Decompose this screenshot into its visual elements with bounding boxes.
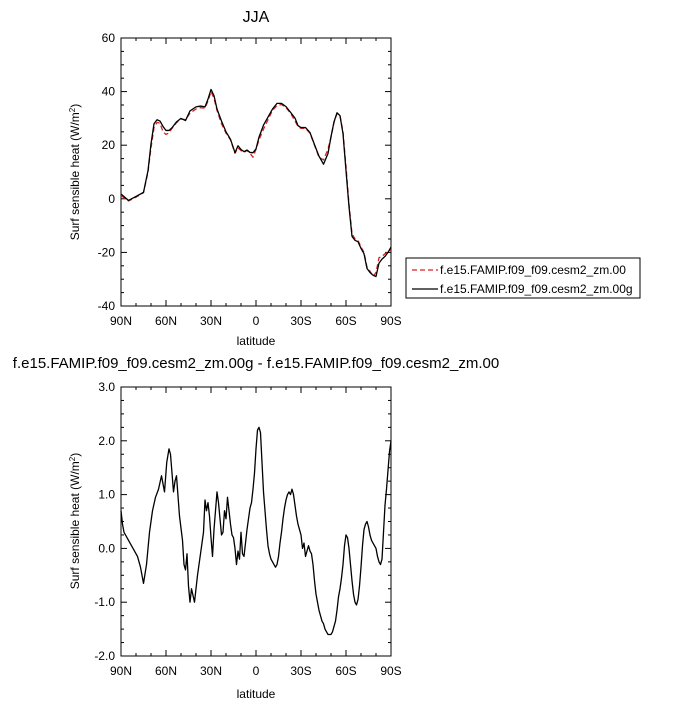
- x-tick-label: 60N: [155, 664, 177, 678]
- legend-box: [405, 257, 641, 299]
- y-tick-label: -2.0: [94, 649, 115, 663]
- chart-title: JJA: [243, 9, 270, 26]
- x-tick-label: 60N: [155, 314, 177, 328]
- series-line: [120, 88, 392, 278]
- y-tick-label: -40: [98, 299, 116, 313]
- x-axis-label: latitude: [237, 687, 276, 701]
- x-tick-label: 30S: [290, 314, 311, 328]
- x-tick-label: 30N: [200, 664, 222, 678]
- x-tick-label: 60S: [335, 314, 356, 328]
- plot-frame: [120, 37, 392, 307]
- svg-text:Surf sensible heat (W/m2): Surf sensible heat (W/m2): [68, 104, 83, 241]
- x-axis-label: latitude: [237, 334, 276, 348]
- x-tick-label: 0: [253, 664, 260, 678]
- x-tick-label: 90S: [380, 664, 401, 678]
- y-tick-label: -1.0: [94, 595, 115, 609]
- y-tick-label: 0: [108, 192, 115, 206]
- y-axis-label: Surf sensible heat (W/m2): [68, 104, 83, 241]
- x-tick-label: 90S: [380, 314, 401, 328]
- x-tick-label: 60S: [335, 664, 356, 678]
- y-tick-label: 3.0: [98, 380, 115, 394]
- y-axis-label: Surf sensible heat (W/m2): [68, 453, 83, 590]
- x-tick-label: 30N: [200, 314, 222, 328]
- plot-frame: [120, 386, 392, 657]
- chart-bottom: f.e15.FAMIP.f09_f09.cesm2_zm.00g - f.e15…: [13, 355, 499, 701]
- y-tick-label: 20: [102, 138, 116, 152]
- chart-top: JJA Surf sensible heat (W/m2) latitude 9…: [68, 9, 641, 348]
- y-tick-label: 1.0: [98, 488, 115, 502]
- series-line: [120, 426, 392, 636]
- series-line: [120, 90, 392, 278]
- chart-title: f.e15.FAMIP.f09_f09.cesm2_zm.00g - f.e15…: [13, 355, 499, 372]
- plot-area: 90N 60N 30N 0 30S 60S 90S -40 -20 0 20 40 60: [98, 31, 402, 328]
- y-tick-label: 2.0: [98, 434, 115, 448]
- y-tick-label: 0.0: [98, 541, 115, 555]
- x-tick-label: 90N: [110, 314, 132, 328]
- y-tick-label: 40: [102, 85, 116, 99]
- x-tick-label: 90N: [110, 664, 132, 678]
- legend: f.e15.FAMIP.f09_f09.cesm2_zm.00 f.e15.FA…: [405, 257, 641, 299]
- x-tick-label: 30S: [290, 664, 311, 678]
- legend-label: f.e15.FAMIP.f09_f09.cesm2_zm.00: [440, 263, 626, 277]
- legend-label: f.e15.FAMIP.f09_f09.cesm2_zm.00g: [440, 282, 633, 296]
- y-tick-label: -20: [98, 245, 116, 259]
- y-tick-label: 60: [102, 31, 116, 45]
- plot-area: 90N 60N 30N 0 30S 60S 90S -2.0 -1.0 0.0 1.0 2.0 3.0: [94, 380, 401, 678]
- svg-text:Surf sensible heat (W/m2): Surf sensible heat (W/m2): [68, 453, 83, 590]
- x-tick-label: 0: [253, 314, 260, 328]
